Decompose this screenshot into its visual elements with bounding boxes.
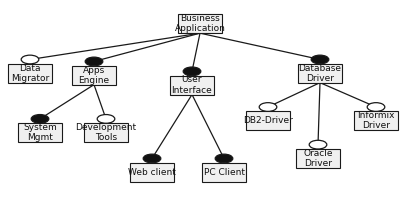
Text: System
Mgmt: System Mgmt xyxy=(23,123,57,142)
Text: PC Client: PC Client xyxy=(204,168,244,177)
Circle shape xyxy=(21,55,39,64)
Text: Oracle
Driver: Oracle Driver xyxy=(303,149,333,168)
Text: User
Interface: User Interface xyxy=(172,75,212,95)
Bar xyxy=(354,111,398,130)
Text: Business
Application: Business Application xyxy=(174,14,226,33)
Bar xyxy=(84,123,128,142)
Bar xyxy=(296,149,340,168)
Bar xyxy=(8,64,52,83)
Circle shape xyxy=(367,103,385,111)
Circle shape xyxy=(259,103,277,111)
Text: Web client: Web client xyxy=(128,168,176,177)
Bar xyxy=(298,64,342,83)
Text: Database
Driver: Database Driver xyxy=(298,64,342,83)
Bar xyxy=(130,163,174,182)
Circle shape xyxy=(143,154,161,163)
Bar xyxy=(18,123,62,142)
Text: DB2-Driver: DB2-Driver xyxy=(243,116,293,125)
Bar xyxy=(72,66,116,85)
Bar xyxy=(246,111,290,130)
Text: Apps
Engine: Apps Engine xyxy=(78,66,110,85)
Bar xyxy=(178,14,222,33)
Circle shape xyxy=(31,114,49,123)
Text: Informix
Driver: Informix Driver xyxy=(357,111,395,130)
Text: Data
Migrator: Data Migrator xyxy=(11,64,49,83)
Circle shape xyxy=(85,57,103,66)
Circle shape xyxy=(183,67,201,76)
Bar xyxy=(170,76,214,94)
Circle shape xyxy=(309,140,327,149)
Circle shape xyxy=(215,154,233,163)
Circle shape xyxy=(311,55,329,64)
Text: Development
Tools: Development Tools xyxy=(76,123,136,142)
Circle shape xyxy=(97,114,115,123)
Bar xyxy=(202,163,246,182)
